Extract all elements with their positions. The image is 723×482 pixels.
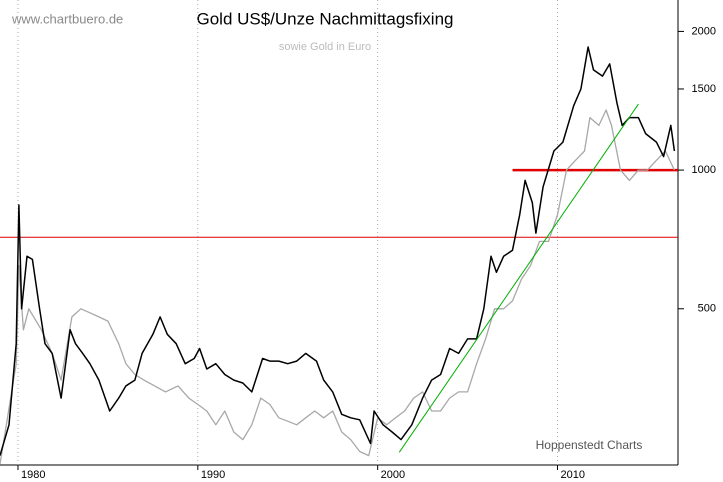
source: www.chartbuero.de bbox=[11, 11, 123, 26]
x-tick-label: 1980 bbox=[21, 469, 45, 481]
y-tick-label: 500 bbox=[698, 303, 716, 315]
chart-subtitle: sowie Gold in Euro bbox=[279, 41, 371, 53]
y-tick-label: 1000 bbox=[692, 164, 716, 176]
x-tick-label: 2010 bbox=[561, 469, 585, 481]
y-tick-label: 1500 bbox=[692, 83, 716, 95]
x-tick-label: 2000 bbox=[381, 469, 405, 481]
price-line bbox=[0, 109, 675, 465]
chart-title: Gold US$/Unze Nachmittagsfixing bbox=[196, 9, 453, 28]
x-tick-label: 1990 bbox=[201, 469, 225, 481]
trend-line bbox=[398, 103, 639, 453]
credit: Hoppenstedt Charts bbox=[536, 438, 643, 452]
price-line bbox=[0, 46, 676, 456]
y-tick-label: 2000 bbox=[692, 25, 716, 37]
